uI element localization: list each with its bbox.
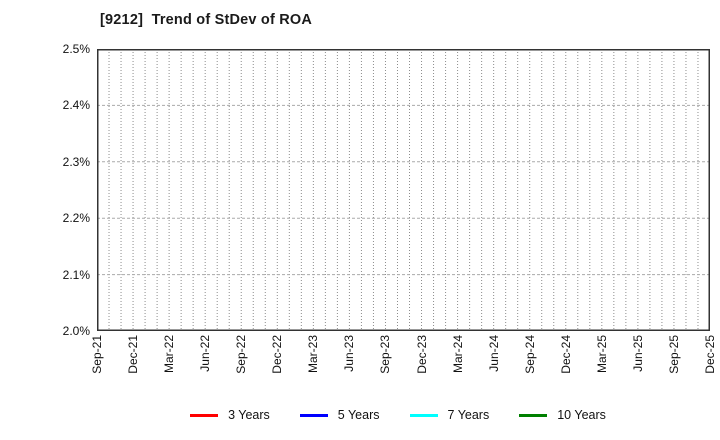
plot-border — [97, 49, 710, 331]
x-tick-label: Dec-24 — [558, 335, 573, 374]
x-tick-label: Dec-22 — [270, 335, 285, 374]
y-tick-label: 2.4% — [62, 98, 90, 113]
legend-item: 10 Years — [519, 408, 606, 422]
x-tick-label: Sep-23 — [378, 335, 393, 374]
x-tick-label: Sep-21 — [90, 335, 104, 374]
x-tick-label: Dec-23 — [414, 335, 429, 374]
x-tick-label: Jun-25 — [630, 335, 645, 372]
legend-label: 10 Years — [557, 408, 606, 422]
legend-label: 5 Years — [337, 408, 380, 422]
x-tick-label: Sep-24 — [522, 335, 537, 374]
x-tick-label: Dec-21 — [126, 335, 141, 374]
legend-line-swatch — [409, 413, 438, 417]
legend-label: 7 Years — [447, 408, 490, 422]
y-tick-label: 2.0% — [62, 324, 90, 338]
x-tick-label: Jun-23 — [342, 335, 357, 372]
x-tick-label: Dec-25 — [703, 335, 717, 374]
legend-item: 7 Years — [409, 408, 490, 422]
x-tick-label: Mar-24 — [450, 335, 465, 374]
legend-label: 3 Years — [228, 408, 270, 422]
plot-area — [97, 49, 710, 331]
x-tick-label: Mar-22 — [162, 335, 177, 374]
x-tick-label: Sep-25 — [666, 335, 681, 374]
legend-item: 3 Years — [190, 408, 270, 422]
x-tick-label: Mar-25 — [594, 335, 609, 374]
legend-line-swatch — [299, 413, 328, 417]
y-tick-label: 2.5% — [62, 42, 90, 56]
y-tick-label: 2.1% — [62, 267, 90, 282]
x-tick-label: Sep-22 — [234, 335, 249, 374]
chart-title: [9212] Trend of StDev of ROA — [100, 12, 313, 28]
y-tick-label: 2.2% — [62, 211, 90, 226]
y-tick-label: 2.3% — [62, 154, 90, 169]
x-tick-label: Jun-22 — [198, 335, 213, 372]
legend-item: 5 Years — [299, 408, 380, 422]
legend-line-swatch — [190, 413, 219, 417]
x-tick-label: Mar-23 — [306, 335, 321, 374]
x-tick-label: Jun-24 — [486, 335, 501, 372]
legend: 3 Years 5 Years 7 Years 10 Years — [0, 404, 720, 426]
legend-line-swatch — [519, 413, 548, 417]
